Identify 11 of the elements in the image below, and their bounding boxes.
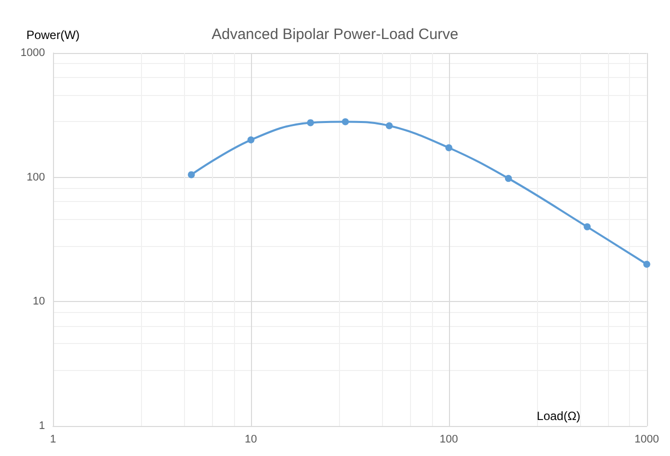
x-axis-title: Load(Ω) [536, 409, 580, 423]
y-tick-label: 1000 [20, 47, 45, 59]
x-tick-label: 100 [440, 434, 458, 446]
x-tick-label: 1000 [634, 434, 660, 446]
chart-title: Advanced Bipolar Power-Load Curve [212, 26, 458, 43]
y-tick-label: 10 [32, 296, 45, 308]
x-tick-label: 1 [50, 434, 56, 446]
y-tick-label: 100 [26, 171, 45, 184]
y-axis-title: Power(W) [26, 28, 80, 42]
x-tick-label: 10 [244, 434, 258, 446]
y-tick-label: 1 [38, 420, 45, 432]
